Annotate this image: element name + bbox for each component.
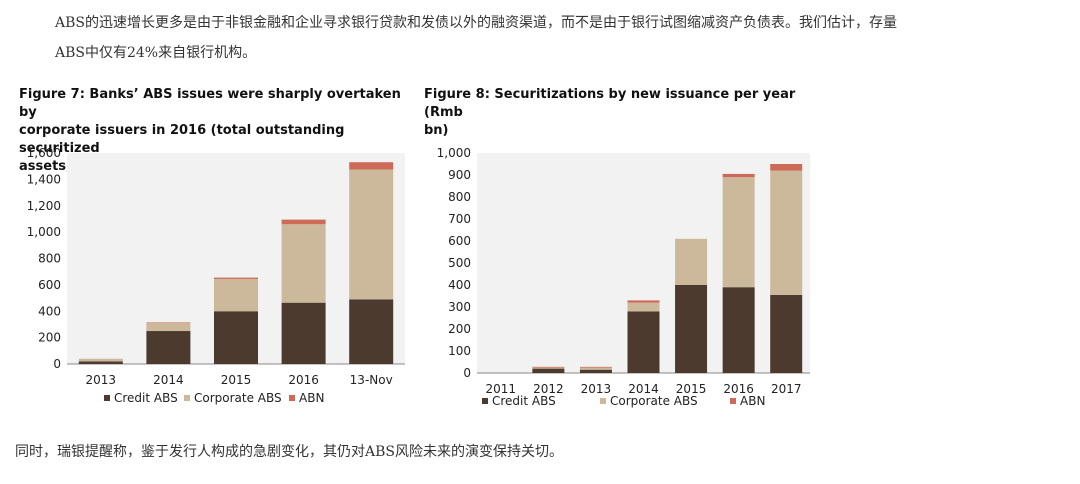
y-tick-label: 600 (38, 278, 61, 292)
bar-corporate-abs-2017 (770, 170, 803, 295)
bar-corporate-abs-2016 (281, 224, 326, 303)
y-tick-label: 200 (448, 322, 471, 336)
paragraph-conclusion: 同时，瑞银提醒称，鉴于发行人构成的急剧变化，其仍对ABS风险未来的演变保持关切。 (15, 444, 563, 460)
bar-corporate-abs-2014 (146, 323, 191, 332)
y-tick-label: 0 (53, 357, 61, 371)
bar-corporate-abs-2015 (214, 278, 258, 312)
y-tick-label: 400 (448, 278, 471, 292)
figure-8-chart: 0 100 200 300 400 500 600 700 800 900 1,000 2011 201… (437, 146, 810, 408)
bar-abn-2014 (627, 300, 660, 303)
x-tick-label: 2015 (221, 373, 252, 387)
bar-abn-2013 (579, 366, 612, 368)
y-tick-label: 600 (448, 234, 471, 248)
figure-7-chart: 0 200 400 600 800 1,000 1,200 1,400 1,600 2013 201… (27, 146, 405, 405)
bar-credit-abs-2015 (214, 311, 258, 364)
y-tick-label: 500 (448, 256, 471, 270)
legend-label-credit-abs: Credit ABS (492, 394, 556, 408)
legend-swatch-credit-abs (104, 395, 110, 401)
legend-swatch-abn (289, 395, 295, 401)
x-tick-label: 2017 (771, 382, 802, 396)
bar-credit-abs-2012 (532, 368, 565, 373)
y-tick-label: 1,000 (437, 146, 471, 160)
legend-label-corporate-abs: Corporate ABS (610, 394, 698, 408)
bar-credit-abs-2013 (78, 361, 123, 364)
x-tick-label: 13-Nov (350, 373, 393, 387)
x-tick-label: 2016 (288, 373, 319, 387)
legend-swatch-abn (730, 398, 736, 404)
bar-credit-abs-2016 (722, 287, 755, 373)
x-tick-label: 2014 (628, 382, 659, 396)
bar-credit-abs-2017 (770, 294, 803, 373)
legend-swatch-credit-abs (482, 398, 488, 404)
y-tick-label: 1,000 (27, 225, 61, 239)
bar-credit-abs-2014 (627, 311, 660, 373)
figure-7-title: Figure 7: Banks’ ABS issues were sharply… (19, 87, 401, 174)
x-tick-label: 2011 (486, 382, 517, 396)
y-tick-label: 300 (448, 300, 471, 314)
y-tick-label: 200 (38, 331, 61, 345)
bar-abn-2014 (146, 322, 191, 324)
bar-abn-2016 (281, 219, 326, 225)
y-tick-label: 0 (463, 366, 471, 380)
y-tick-label: 1,600 (27, 146, 61, 160)
figure-8-title: Figure 8: Securitizations by new issuanc… (424, 87, 796, 138)
paragraph-intro-continued: ABS中仅有24%来自银行机构。 (55, 45, 257, 61)
x-tick-label: 2012 (533, 382, 564, 396)
y-tick-label: 1,400 (27, 172, 61, 186)
bar-abn-13-nov (349, 162, 394, 170)
legend-swatch-corporate-abs (184, 395, 190, 401)
bar-credit-abs-2015 (675, 285, 708, 373)
legend-label-corporate-abs: Corporate ABS (194, 391, 282, 405)
bar-credit-abs-2014 (146, 331, 191, 364)
bar-corporate-abs-2013 (78, 358, 123, 362)
y-tick-label: 1,200 (27, 199, 61, 213)
y-tick-label: 100 (448, 344, 471, 358)
bar-corporate-abs-2012 (532, 367, 565, 369)
bar-abn-2012 (532, 366, 565, 368)
y-tick-label: 800 (38, 252, 61, 266)
x-tick-label: 2014 (153, 373, 184, 387)
bar-corporate-abs-2015 (675, 238, 708, 285)
bar-corporate-abs-2016 (722, 177, 755, 288)
bar-abn-2016 (722, 173, 755, 178)
x-tick-label: 2015 (676, 382, 707, 396)
bar-corporate-abs-2013 (579, 367, 612, 370)
legend-swatch-corporate-abs (600, 398, 606, 404)
paragraph-intro: ABS的迅速增长更多是由于非银金融和企业寻求银行贷款和发债以外的融资渠道，而不是… (55, 15, 897, 31)
bar-corporate-abs-13-nov (349, 169, 394, 300)
bar-abn-2015 (214, 277, 258, 279)
bar-abn-2017 (770, 164, 803, 171)
bar-corporate-abs-2014 (627, 302, 660, 312)
legend-label-credit-abs: Credit ABS (114, 391, 178, 405)
x-tick-label: 2013 (581, 382, 612, 396)
y-tick-label: 900 (448, 168, 471, 182)
y-tick-label: 700 (448, 212, 471, 226)
legend-label-abn: ABN (740, 394, 765, 408)
bar-credit-abs-2013 (579, 369, 612, 373)
y-tick-label: 800 (448, 190, 471, 204)
bar-credit-abs-13-nov (349, 299, 394, 364)
x-tick-label: 2013 (86, 373, 117, 387)
x-tick-label: 2016 (723, 382, 754, 396)
y-tick-label: 400 (38, 304, 61, 318)
bar-credit-abs-2016 (281, 302, 326, 364)
legend-label-abn: ABN (299, 391, 324, 405)
